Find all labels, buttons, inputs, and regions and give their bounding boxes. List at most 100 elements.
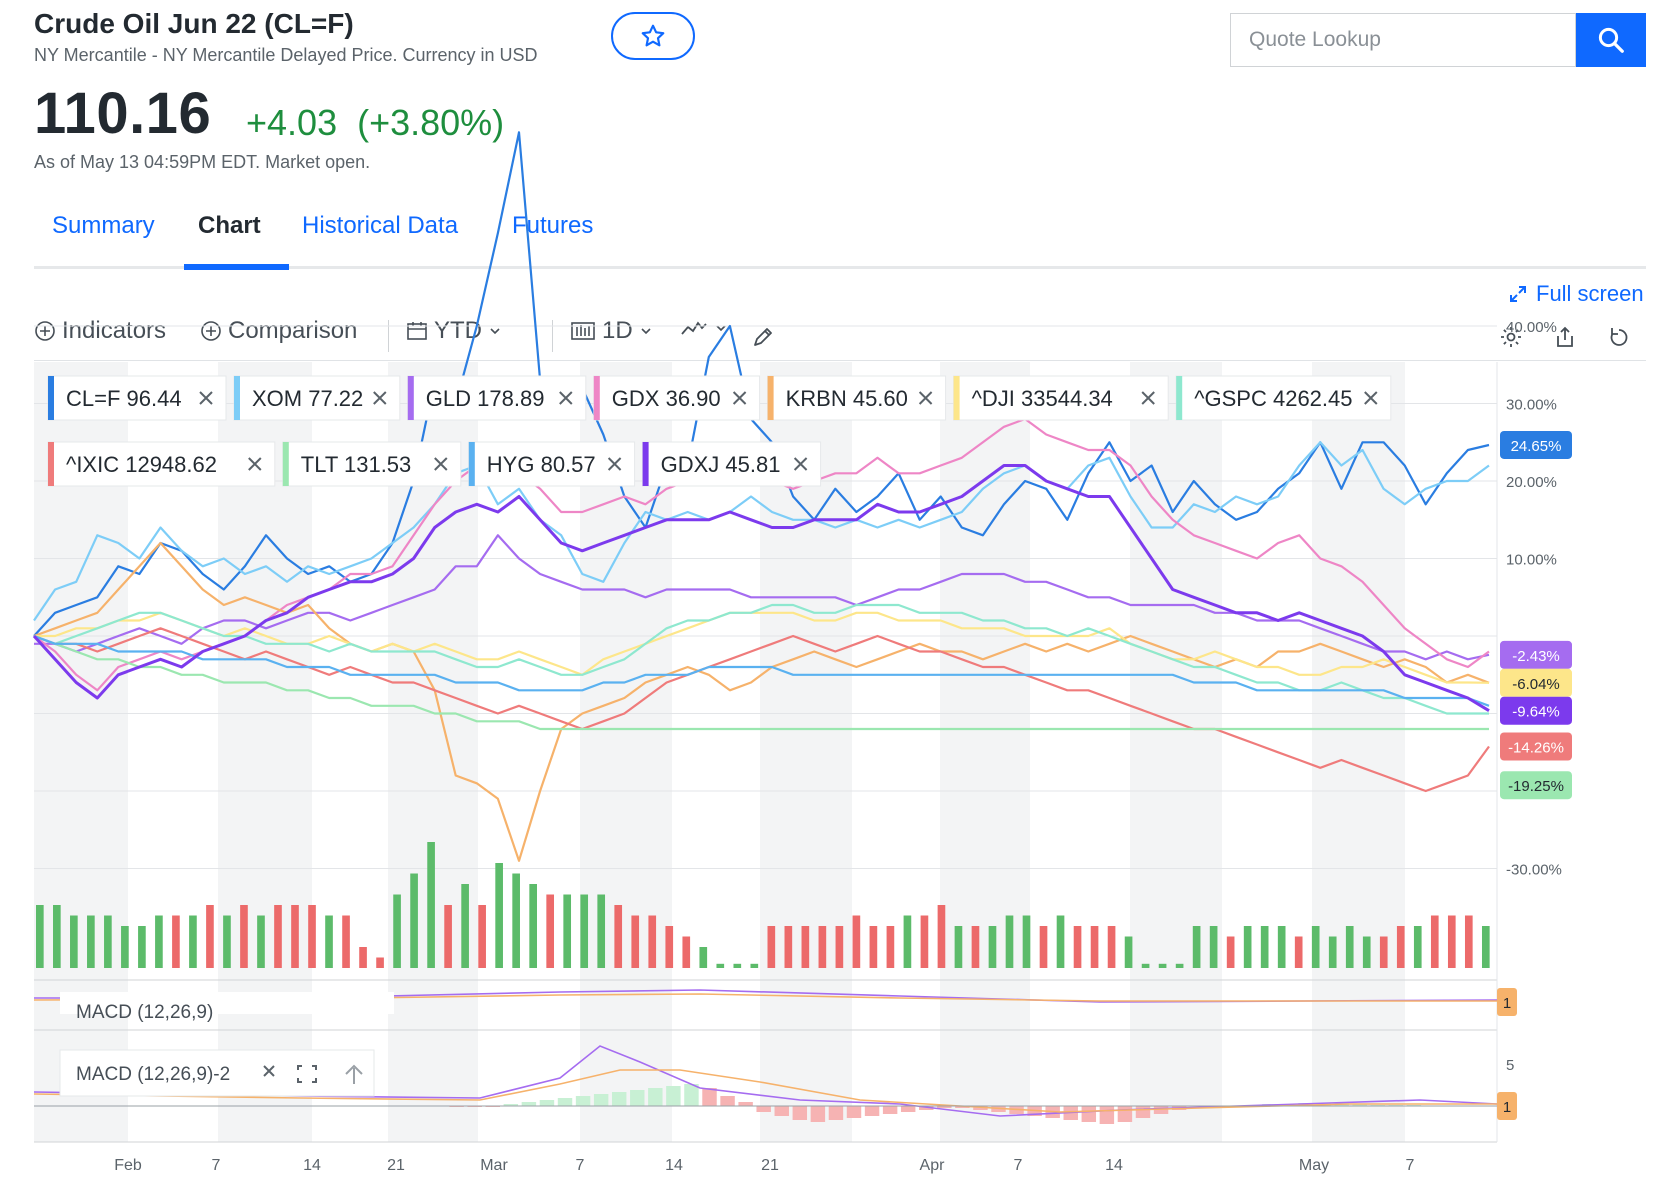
series-line[interactable] [34, 534, 1490, 661]
close-icon[interactable] [434, 457, 448, 471]
search-button[interactable] [1576, 13, 1646, 67]
close-icon[interactable] [199, 391, 213, 405]
close-icon[interactable] [918, 391, 933, 405]
macd2-histogram-bar [648, 1088, 663, 1106]
series-line[interactable] [33, 634, 1490, 707]
close-icon[interactable] [607, 457, 622, 471]
chevron-down-icon [490, 328, 500, 335]
series-line[interactable] [33, 603, 1489, 715]
y-axis: 40.00% 30.00% 20.00% 10.00% -30.00% [1506, 319, 1562, 879]
x-tick-label: 14 [1105, 1157, 1123, 1174]
legend-chip[interactable] [642, 441, 822, 487]
volume-bar [1090, 926, 1099, 968]
macd2-histogram-bar [919, 1106, 934, 1110]
volume-bar [376, 957, 384, 968]
share-button[interactable] [1550, 322, 1580, 352]
volume-bar [920, 915, 929, 968]
macd1-label-box [60, 992, 394, 1014]
watchlist-star-button[interactable] [611, 12, 695, 60]
legend-chip[interactable] [468, 441, 636, 487]
maximize-icon[interactable] [297, 1065, 317, 1083]
series-line[interactable] [33, 627, 1490, 793]
macd2-histogram-bar [1099, 1106, 1115, 1124]
volume-bar [1175, 963, 1184, 968]
macd2-histogram-bar [1117, 1106, 1133, 1122]
volume-bar [529, 884, 537, 968]
volume-bar [1362, 936, 1371, 968]
volume-bar [1107, 926, 1116, 968]
date-range-selector[interactable]: YTD [406, 317, 502, 345]
close-icon[interactable] [1141, 391, 1155, 405]
chart-type-selector[interactable] [680, 317, 728, 339]
legend-label: CL=F 96.44 [66, 386, 182, 411]
toolbar-divider [388, 320, 389, 352]
volume-bar [767, 926, 776, 968]
tab-chart[interactable]: Chart [198, 212, 261, 240]
macd2-histogram-bar [593, 1094, 609, 1106]
legend-chip[interactable] [47, 441, 276, 487]
close-icon[interactable] [263, 1065, 275, 1077]
legend-color-swatch [593, 376, 600, 420]
volume-bar [648, 915, 657, 968]
volume-bar [1124, 936, 1133, 968]
legend-chip[interactable] [233, 375, 401, 421]
end-label-text: -9.64% [1512, 704, 1560, 721]
series-line[interactable] [33, 441, 1490, 622]
volume-bar [1379, 936, 1388, 968]
close-icon[interactable] [248, 457, 262, 471]
macd2-histogram-bar [557, 1098, 573, 1106]
volume-bar [1209, 926, 1218, 968]
volume-bar [1464, 915, 1473, 968]
macd2-histogram-bar [575, 1096, 591, 1106]
series-line[interactable] [33, 634, 1489, 731]
quote-lookup-input[interactable] [1230, 13, 1576, 67]
series-line[interactable] [34, 611, 1490, 684]
end-value-labels: 24.65% -2.43% -6.04% -9.64% -14.26% -19.25% [1500, 430, 1572, 800]
series-line[interactable] [33, 131, 1490, 637]
tab-historical-data[interactable]: Historical Data [302, 212, 458, 240]
reset-chart-button[interactable] [1604, 322, 1634, 352]
indicators-button[interactable]: Indicators [34, 317, 166, 345]
plus-circle-icon [35, 321, 55, 341]
volume-bar [87, 915, 95, 968]
grid-band [760, 362, 852, 1142]
tab-summary[interactable]: Summary [52, 212, 155, 240]
series-line[interactable] [32, 464, 1490, 712]
plus-circle-icon [201, 321, 221, 341]
x-tick-label: 7 [212, 1157, 221, 1174]
x-tick-label: May [1299, 1157, 1329, 1174]
legend: CL=F 96.44 XOM 77.22 GLD 178.89 GDX 36.90 KR… [47, 375, 1392, 487]
macd2-histogram-bar [900, 1106, 916, 1112]
arrow-up-icon[interactable] [345, 1064, 363, 1084]
macd2-histogram-bar [828, 1106, 844, 1120]
search-icon [1598, 27, 1624, 53]
legend-label: ^GSPC 4262.45 [1194, 386, 1352, 411]
page-title: Crude Oil Jun 22 (CL=F) [34, 8, 354, 39]
legend-chip[interactable] [767, 375, 947, 421]
legend-chip[interactable] [282, 441, 462, 487]
close-icon[interactable] [559, 391, 573, 405]
close-icon[interactable] [732, 391, 747, 405]
volume-bar [1430, 915, 1439, 968]
close-icon[interactable] [793, 457, 808, 471]
settings-button[interactable] [1496, 322, 1526, 352]
interval-selector[interactable]: 1D [570, 317, 653, 345]
legend-label: GDX 36.90 [612, 386, 721, 411]
volume-bar [257, 915, 265, 968]
volume-bar [1413, 926, 1422, 968]
macd1-end-badge [1497, 988, 1517, 1016]
legend-label: HYG 80.57 [487, 452, 596, 477]
full-screen-button[interactable]: Full screen [1508, 281, 1644, 307]
y-tick-label: 10.00% [1506, 552, 1557, 569]
calendar-icon [407, 322, 427, 340]
comparison-button[interactable]: Comparison [200, 317, 357, 345]
legend-chip[interactable] [1175, 375, 1392, 421]
share-icon [1557, 326, 1573, 347]
volume-bar [189, 915, 197, 968]
close-icon[interactable] [1364, 391, 1378, 405]
legend-chip[interactable] [593, 375, 761, 421]
close-icon[interactable] [373, 391, 387, 405]
draw-button[interactable] [748, 322, 778, 352]
volume-bar [682, 936, 691, 968]
